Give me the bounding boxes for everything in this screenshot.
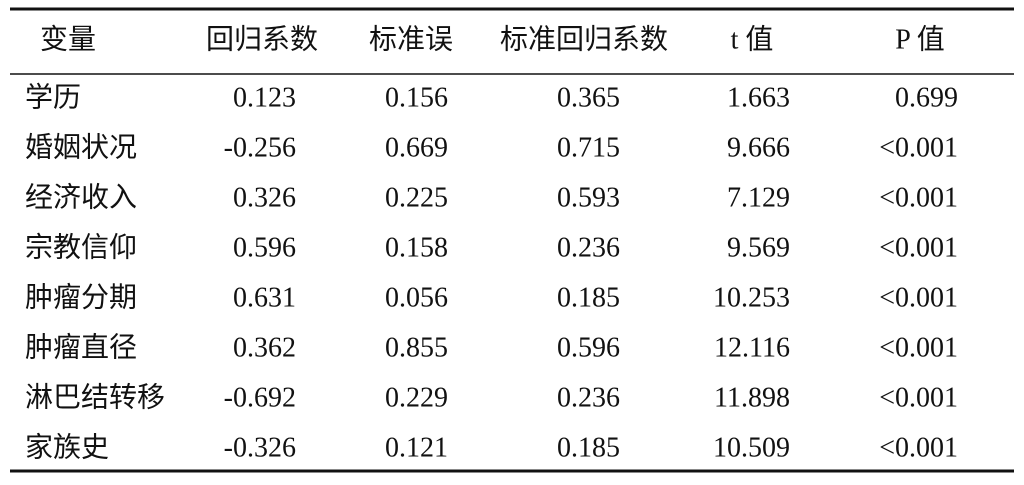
table-cell: 0.669 [385, 132, 448, 163]
row-label: 经济收入 [25, 181, 137, 213]
table-cell: 0.236 [557, 382, 620, 413]
table-cell: 0.229 [385, 382, 448, 413]
table-cell: 1.663 [727, 82, 790, 113]
table-cell: <0.001 [879, 182, 958, 213]
row-label: 肿瘤直径 [25, 331, 137, 363]
table-cell: 0.365 [557, 82, 620, 113]
table-cell: <0.001 [879, 132, 958, 163]
header-cell: P 值 [895, 23, 945, 55]
table-cell: <0.001 [879, 382, 958, 413]
table-cell: 0.056 [385, 282, 448, 313]
table-cell: 0.699 [895, 82, 958, 113]
header-cell: 变量 [40, 23, 96, 55]
row-label: 肿瘤分期 [25, 281, 137, 313]
table-cell: <0.001 [879, 332, 958, 363]
table-cell: <0.001 [879, 432, 958, 463]
table-cell: 0.185 [557, 282, 620, 313]
table-cell: 0.715 [557, 132, 620, 163]
row-label: 淋巴结转移 [25, 381, 165, 413]
table-cell: -0.326 [224, 432, 296, 463]
table-cell: 0.121 [385, 432, 448, 463]
table-cell: 9.666 [727, 132, 790, 163]
table-cell: 0.156 [385, 82, 448, 113]
header-cell: 标准回归系数 [500, 23, 668, 55]
table-cell: 0.596 [557, 332, 620, 363]
table-cell: 10.509 [713, 432, 790, 463]
table-cell: 12.116 [714, 332, 790, 363]
table-cell: 0.593 [557, 182, 620, 213]
table-cell: 9.569 [727, 232, 790, 263]
header-cell: t 值 [731, 23, 774, 55]
table-cell: 0.855 [385, 332, 448, 363]
table-cell: 11.898 [714, 382, 790, 413]
table-cell: -0.256 [224, 132, 296, 163]
table-cell: -0.692 [224, 382, 296, 413]
header-cell: 回归系数 [206, 23, 318, 55]
table-cell: 0.225 [385, 182, 448, 213]
table-cell: 0.362 [233, 332, 296, 363]
table-cell: 0.236 [557, 232, 620, 263]
table-cell: 7.129 [727, 182, 790, 213]
table-cell: <0.001 [879, 282, 958, 313]
row-label: 学历 [25, 81, 81, 113]
row-label: 宗教信仰 [25, 231, 137, 263]
header-cell: 标准误 [369, 23, 453, 55]
row-label: 婚姻状况 [25, 131, 137, 163]
row-label: 家族史 [25, 431, 109, 463]
table-cell: 0.158 [385, 232, 448, 263]
table-cell: 0.596 [233, 232, 296, 263]
table-cell: 0.185 [557, 432, 620, 463]
table-cell: 0.123 [233, 82, 296, 113]
table-cell: 0.326 [233, 182, 296, 213]
table-cell: 10.253 [713, 282, 790, 313]
table-cell: <0.001 [879, 232, 958, 263]
table-cell: 0.631 [233, 282, 296, 313]
